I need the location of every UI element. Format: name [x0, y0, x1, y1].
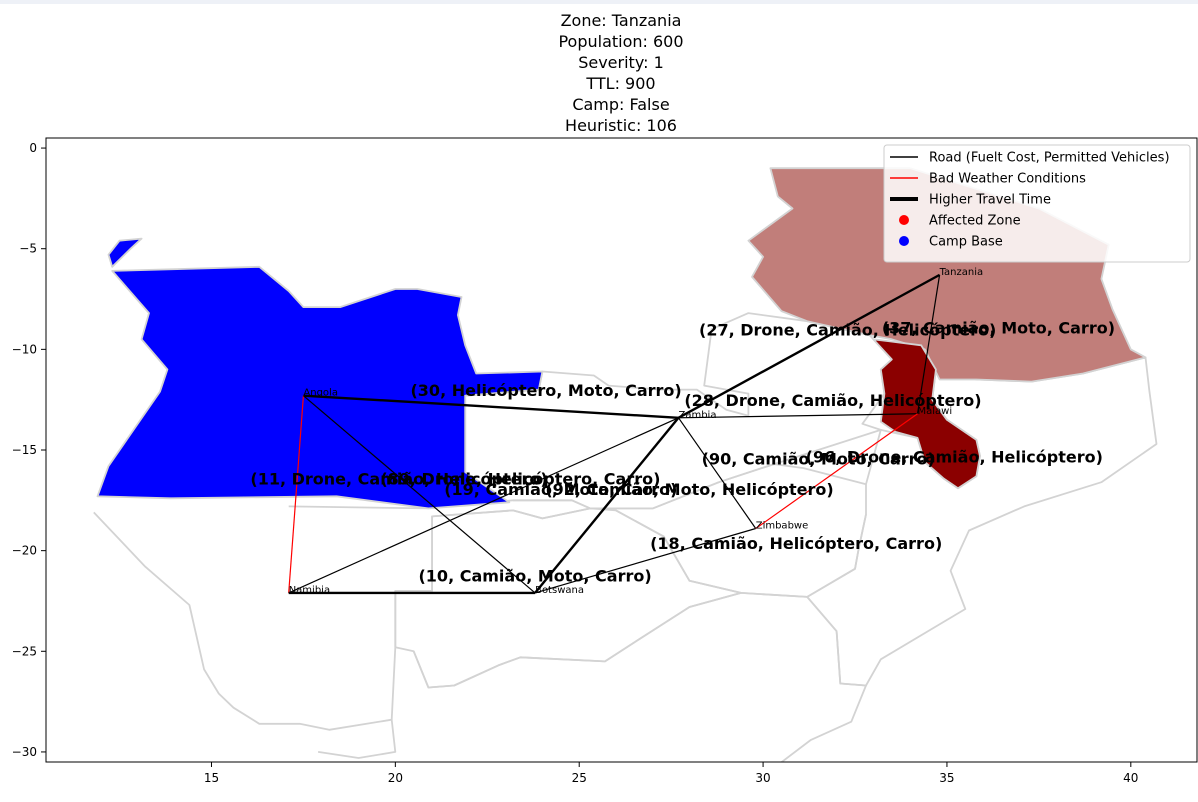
y-tick-label-5: −5: [19, 242, 37, 256]
zone-label-botswana: Botswana: [535, 585, 584, 596]
road-zambia-botswana: [534, 417, 680, 594]
zone-labels: Angola Zambia Tanzania Malawi Zimbabwe Namibi…: [289, 267, 983, 596]
x-tick-label-35: 35: [939, 771, 954, 785]
zone-label-zambia: Zambia: [678, 410, 716, 421]
region-malawi-affected: [872, 338, 981, 490]
x-tick-label-15: 15: [204, 771, 219, 785]
road-label-zambia-botswana: (92, Camião, Moto, Helicóptero): [545, 480, 833, 499]
legend: Road (Fuelt Cost, Permitted Vehicles) Bad…: [883, 144, 1191, 263]
title-line-5: Heuristic: 106: [565, 116, 677, 135]
zone-label-namibia: Namibia: [289, 585, 330, 596]
zone-label-zimbabwe: Zimbabwe: [756, 521, 809, 532]
road-label-angola-zambia: (30, Helicóptero, Moto, Carro): [410, 381, 681, 400]
road-tanzania-malawi: [916, 274, 941, 414]
region-cabinda-camp: [107, 237, 143, 268]
road-labels: (30, Helicóptero, Moto, Carro) (11, Drone…: [250, 319, 1115, 586]
title-line-4: Camp: False: [572, 95, 669, 114]
legend-label-bad-weather-conditions: Bad Weather Conditions: [929, 172, 1086, 187]
zone-label-angola: Angola: [303, 388, 338, 399]
y-tick-label-10: −10: [12, 342, 37, 356]
road-label-zambia-malawi: (28, Drone, Camião, Helicóptero): [684, 391, 981, 410]
legend-box: [883, 144, 1191, 263]
y-tick-label-25: −25: [12, 644, 37, 658]
road-label-tanzania-malawi: (37, Camião, Moto, Carro): [882, 319, 1115, 338]
road-label-zambia-namibia: (89, Drone, Helicóptero, Carro): [380, 470, 660, 489]
legend-swatch-affected-zone: [899, 215, 909, 225]
road-label-zambia-tanzania: (27, Drone, Camião, Helicóptero): [699, 321, 996, 340]
y-axis: 0 −5 −10 −15 −20 −25 −30: [12, 141, 46, 759]
road-label-angola-namibia: (11, Drone, Camião, Helicóptero): [250, 470, 547, 489]
zone-label-tanzania: Tanzania: [939, 267, 984, 278]
country-border-3: [464, 312, 893, 510]
country-border-5: [395, 592, 867, 762]
y-tick-label-20: −20: [12, 544, 37, 558]
road-zambia-malawi: [678, 413, 918, 419]
plot-area: Angola Zambia Tanzania Malawi Zimbabwe Namibi…: [93, 167, 1158, 762]
x-tick-label-25: 25: [572, 771, 587, 785]
road-angola-botswana: [303, 395, 536, 594]
road-zimbabwe-botswana: [534, 527, 756, 594]
y-tick-label-30: −30: [12, 745, 37, 759]
x-tick-label-20: 20: [388, 771, 403, 785]
country-border-6: [317, 719, 397, 759]
x-tick-label-30: 30: [755, 771, 770, 785]
country-border-0: [93, 499, 592, 731]
road-label-angola-botswana: (19, Camião, Moto, Carro): [444, 480, 677, 499]
legend-label-camp-base: Camp Base: [929, 235, 1003, 250]
x-tick-label-40: 40: [1123, 771, 1138, 785]
zone-label-malawi: Malawi: [918, 406, 953, 417]
road-network: [288, 273, 941, 595]
legend-label-affected-zone: Affected Zone: [929, 214, 1021, 229]
top-strip: [0, 0, 1198, 4]
legend-label-road-fuelt-cost-permitted-vehicles: Road (Fuelt Cost, Permitted Vehicles): [929, 151, 1170, 166]
road-angola-namibia: [288, 395, 305, 593]
y-tick-label-0: 0: [29, 141, 37, 155]
road-label-namibia-botswana: (10, Camião, Moto, Carro): [418, 566, 651, 585]
figure-title: Zone: Tanzania Population: 600 Severity: 1…: [558, 11, 683, 135]
road-label-malawi-zimbabwe: (96, Drone, Camião, Helicóptero): [806, 448, 1103, 467]
title-line-1: Population: 600: [558, 32, 683, 51]
legend-swatch-camp-base: [899, 236, 909, 246]
road-label-zimbabwe-botswana: (18, Camião, Helicóptero, Carro): [650, 534, 942, 553]
title-line-0: Zone: Tanzania: [561, 11, 682, 30]
road-malawi-zimbabwe: [755, 413, 918, 529]
road-zambia-tanzania: [677, 273, 941, 419]
road-angola-zambia: [303, 394, 679, 419]
road-zambia-zimbabwe: [678, 417, 757, 529]
y-tick-label-15: −15: [12, 443, 37, 457]
road-zambia-namibia: [288, 417, 679, 594]
road-label-zambia-zimbabwe: (90, Camião, Moto, Carro): [702, 450, 935, 469]
title-line-3: TTL: 900: [585, 74, 655, 93]
legend-label-higher-travel-time: Higher Travel Time: [929, 193, 1051, 208]
x-axis: 15 20 25 30 35 40: [204, 762, 1138, 785]
title-line-2: Severity: 1: [578, 53, 664, 72]
